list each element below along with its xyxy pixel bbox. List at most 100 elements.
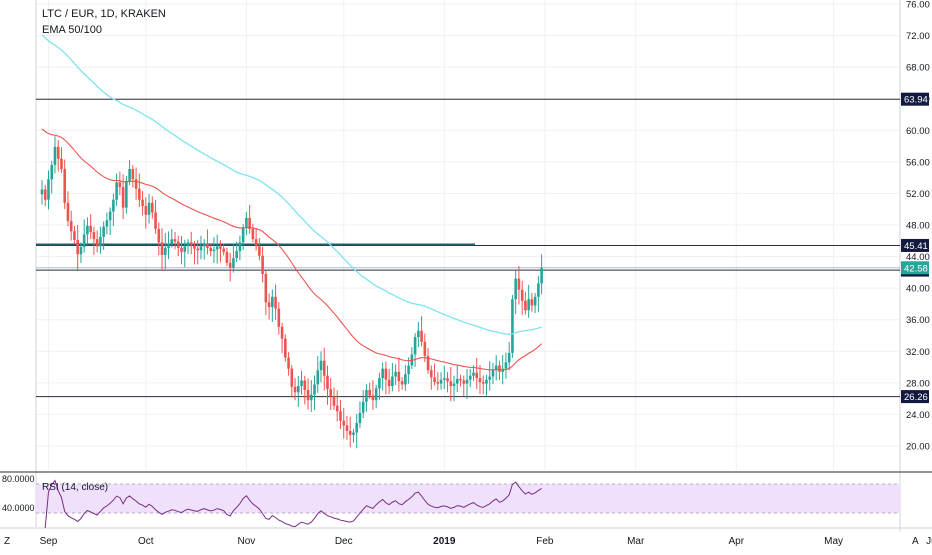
candle-body	[407, 365, 410, 375]
candle-body	[134, 179, 138, 189]
candle-body	[342, 420, 346, 426]
time-tick-label: 2019	[433, 536, 456, 547]
candle-body	[423, 341, 427, 357]
candle-body	[524, 300, 527, 311]
last-price-label: 42.58	[904, 263, 928, 274]
candle-body	[520, 289, 524, 301]
candle-body	[76, 239, 79, 255]
level-price-label-bg	[901, 92, 929, 106]
candle-body	[186, 242, 190, 247]
candle-body	[290, 368, 294, 387]
candle-body	[478, 378, 482, 383]
rsi-tick-label: 80.0000	[2, 474, 35, 484]
candle-body	[258, 246, 261, 256]
candle-body	[394, 371, 397, 377]
candles-group	[40, 136, 543, 449]
rsi-band	[36, 484, 900, 513]
candle-body	[417, 330, 420, 338]
candle-body	[284, 338, 287, 358]
candle-body	[176, 241, 180, 248]
candle-body	[50, 165, 54, 180]
candle-body	[47, 179, 50, 200]
candle-body	[241, 228, 245, 243]
candle-body	[251, 228, 255, 240]
candle-body	[264, 273, 268, 303]
candle-body	[430, 370, 433, 378]
candle-body	[514, 278, 517, 300]
candle-body	[215, 246, 219, 250]
candle-body	[209, 247, 213, 252]
candle-body	[219, 246, 222, 249]
candle-body	[86, 225, 89, 235]
candle-body	[173, 239, 177, 242]
candle-body	[504, 362, 508, 369]
candle-body	[507, 352, 511, 363]
candle-body	[387, 379, 391, 387]
candle-body	[371, 395, 375, 401]
price-tick-label: 44.00	[906, 252, 930, 263]
candle-body	[488, 376, 492, 380]
candle-body	[335, 405, 339, 412]
ema-100-line	[41, 34, 542, 336]
candle-body	[160, 242, 164, 255]
candle-body	[228, 262, 232, 268]
candle-body	[105, 220, 109, 227]
auto-scale-button[interactable]: Z	[4, 536, 10, 547]
candle-body	[306, 389, 310, 401]
candle-body	[355, 423, 358, 433]
candle-body	[433, 377, 436, 383]
candle-body	[141, 199, 144, 207]
candle-body	[296, 386, 300, 393]
candle-body	[326, 375, 329, 390]
candle-body	[232, 258, 235, 268]
candle-body	[332, 396, 336, 406]
candle-body	[361, 401, 365, 413]
time-tick-label: Oct	[138, 536, 154, 547]
candle-body	[449, 381, 453, 387]
candle-body	[494, 365, 498, 371]
candle-body	[56, 146, 60, 159]
auto-button[interactable]: A	[912, 536, 919, 547]
candle-body	[413, 337, 417, 355]
candle-body	[280, 326, 284, 339]
candle-body	[69, 221, 73, 232]
level-price-label: 26.26	[904, 392, 928, 403]
candle-body	[225, 251, 229, 263]
candle-body	[151, 202, 154, 213]
rsi-line	[44, 479, 542, 528]
candle-body	[303, 380, 307, 390]
candle-body	[189, 242, 193, 246]
candle-body	[238, 242, 242, 252]
candle-body	[368, 389, 371, 396]
price-tick-label: 52.00	[906, 189, 930, 200]
time-tick-label: Nov	[237, 536, 255, 547]
candle-body	[462, 380, 466, 384]
candle-body	[82, 234, 86, 248]
price-tick-label: 68.00	[906, 63, 930, 74]
candle-body	[530, 299, 534, 306]
candle-body	[384, 368, 388, 380]
candle-body	[475, 372, 479, 379]
candle-body	[95, 239, 99, 247]
level-price-label: 45.41	[904, 241, 928, 252]
ema-50-line	[41, 128, 542, 371]
candle-body	[128, 168, 131, 181]
candle-body	[193, 245, 196, 249]
candle-body	[248, 217, 251, 229]
candle-body	[313, 384, 316, 395]
candle-body	[108, 211, 112, 221]
candle-body	[245, 217, 248, 229]
price-tick-label: 72.00	[906, 31, 930, 42]
candle-body	[99, 236, 102, 247]
candle-body	[442, 378, 446, 380]
candle-body	[115, 182, 118, 200]
candle-body	[131, 168, 135, 180]
candle-body	[73, 231, 76, 240]
candle-body	[540, 267, 543, 284]
candle-body	[322, 360, 326, 376]
candle-body	[144, 206, 148, 215]
candle-body	[309, 394, 313, 401]
candle-body	[404, 374, 407, 385]
